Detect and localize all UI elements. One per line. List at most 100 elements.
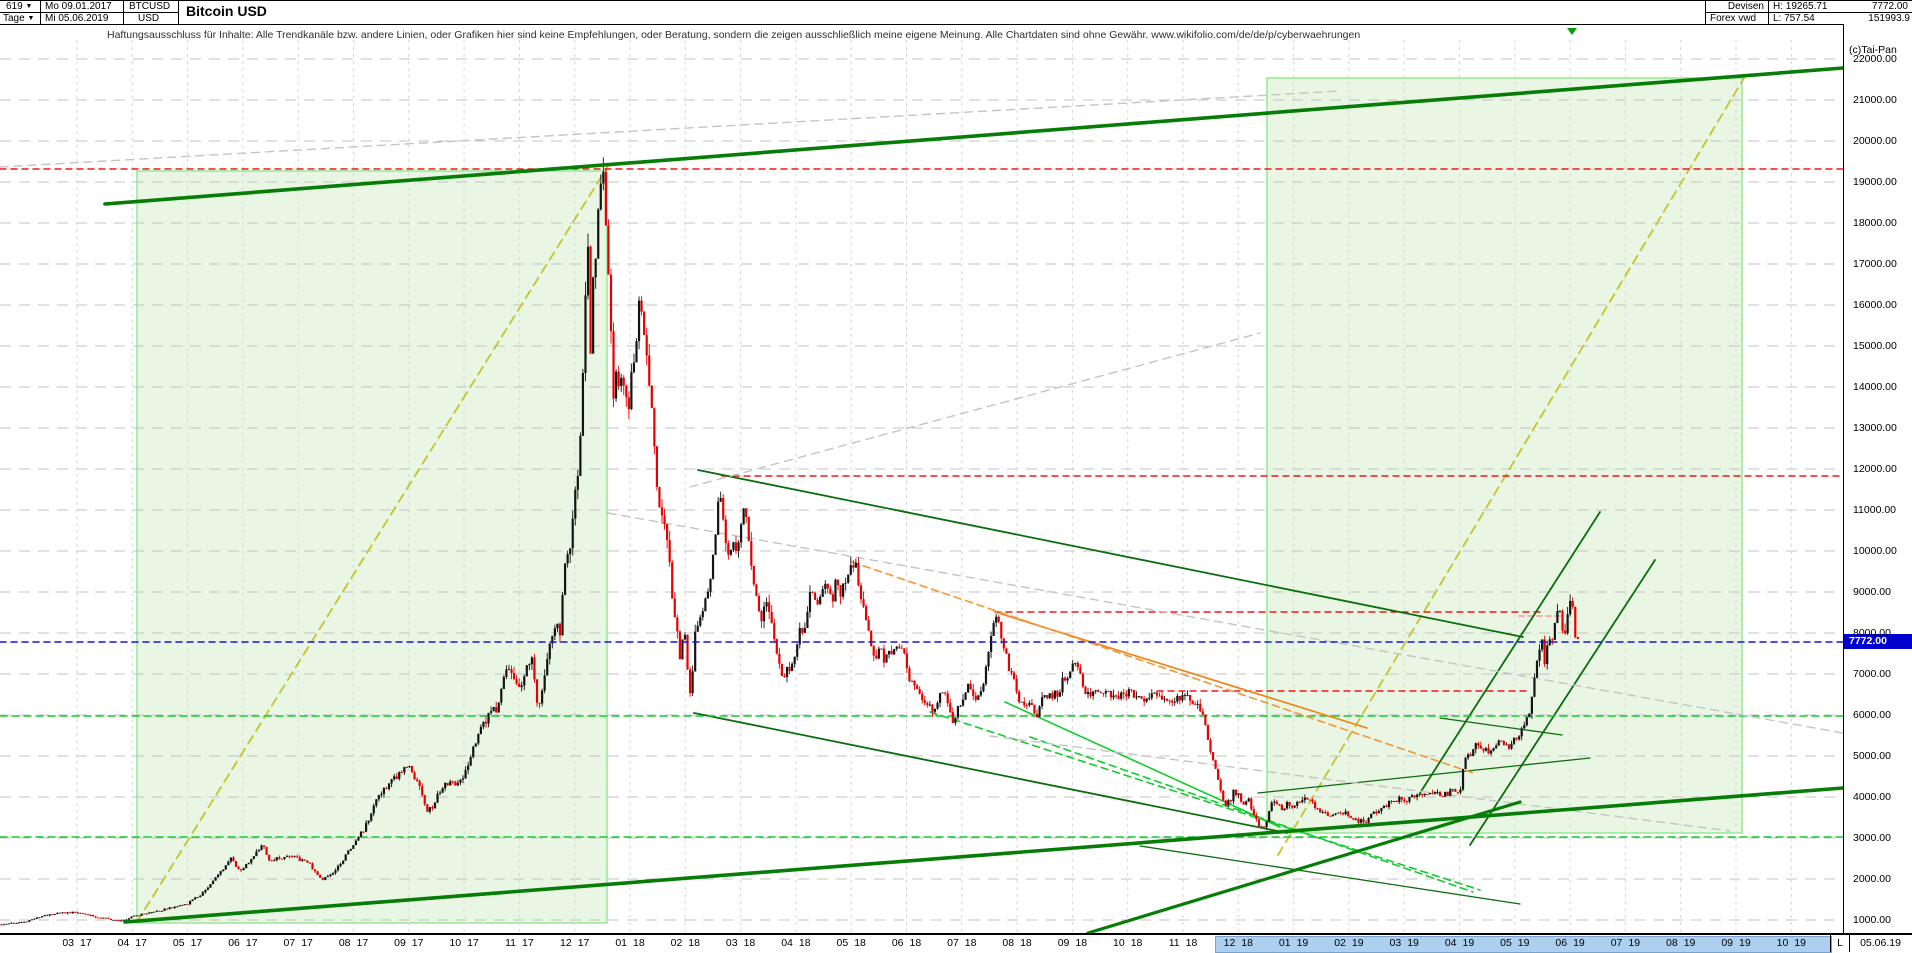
candle-body <box>1474 743 1477 750</box>
candle-body <box>69 912 72 914</box>
candle-body <box>1153 692 1156 694</box>
candle-body <box>1556 611 1559 623</box>
grid-group <box>0 40 1843 933</box>
period-low-label: L: 757.54 <box>1773 13 1815 24</box>
wedge-lower-line <box>693 712 1288 834</box>
candle-body <box>380 793 383 796</box>
candle-body <box>928 704 931 706</box>
price-tick-label: 8000.00 <box>1853 627 1891 639</box>
candle-body <box>515 679 518 684</box>
candle-body <box>438 792 442 794</box>
candle-body <box>839 585 842 597</box>
recovery-fan-dashed-2 <box>1029 736 1474 893</box>
candle-body <box>1464 757 1467 770</box>
month-tick-label: 01 18 <box>615 937 645 949</box>
candle-body <box>114 919 118 921</box>
candle-body <box>1551 639 1554 641</box>
candle-body <box>829 588 832 595</box>
candle-body <box>255 851 258 857</box>
candle-body <box>71 911 74 914</box>
candle-body <box>260 845 263 851</box>
candle-body <box>630 372 633 410</box>
candle-body <box>58 912 62 914</box>
month-tick-label: 10 19 <box>1776 937 1806 949</box>
candle-body <box>1321 812 1324 813</box>
candle-body <box>239 869 243 871</box>
candle-body <box>1209 739 1212 753</box>
candle-body <box>1079 667 1082 674</box>
month-tick-label: 03 19 <box>1389 937 1419 949</box>
projection-band <box>1266 77 1743 834</box>
candle-body <box>688 669 692 694</box>
candle-body <box>23 921 26 923</box>
candle-body <box>1099 691 1102 693</box>
candle-body <box>1563 630 1567 634</box>
candle-body <box>1558 610 1562 612</box>
candle-body <box>1002 638 1005 649</box>
candle-body <box>967 683 970 693</box>
candle-body <box>331 873 335 875</box>
candle-body <box>908 668 911 681</box>
bars-count-dropdown[interactable]: 619 ▼ <box>6 1 32 12</box>
candle-body <box>956 706 960 718</box>
candle-body <box>1143 698 1146 702</box>
month-tick-label: 07 17 <box>283 937 313 949</box>
candle-body <box>535 679 539 703</box>
month-tick-label: 09 19 <box>1721 937 1751 949</box>
candle-body <box>1428 792 1431 795</box>
plot-area[interactable] <box>0 40 1843 934</box>
candle-body <box>849 565 852 575</box>
candle-body <box>349 848 352 851</box>
candle-body <box>1311 799 1314 802</box>
candle-body <box>143 913 146 915</box>
candle-body <box>602 172 605 184</box>
candle-body <box>76 912 79 914</box>
candle-body <box>1081 673 1085 687</box>
price-tick-label: 4000.00 <box>1853 791 1891 803</box>
candle-body <box>1530 696 1533 714</box>
candle-body <box>273 860 276 862</box>
candle-body <box>1245 801 1248 805</box>
candle-body <box>921 693 924 701</box>
candle-body <box>995 616 998 623</box>
candle-body <box>1352 817 1355 820</box>
period-dropdown[interactable]: Tage ▼ <box>3 13 34 24</box>
candle-body <box>571 518 574 549</box>
candle-body <box>459 779 462 783</box>
candle-body <box>1326 812 1329 816</box>
candle-body <box>1520 728 1523 737</box>
candle-body <box>1403 799 1406 802</box>
candle-body <box>342 860 345 864</box>
candle-body <box>410 765 414 773</box>
candle-body <box>518 683 521 687</box>
candle-body <box>796 644 799 657</box>
candle-body <box>451 781 454 783</box>
candle-body <box>1449 789 1452 796</box>
candle-body <box>910 680 914 682</box>
candle-body <box>252 856 255 859</box>
candle-body <box>1112 695 1115 698</box>
candle-body <box>395 776 398 779</box>
candle-body <box>201 892 204 896</box>
candle-body <box>1219 779 1222 791</box>
candle-body <box>217 874 220 878</box>
candle-body <box>819 596 822 605</box>
candle-body <box>569 548 572 555</box>
thick-channel-group <box>0 66 1843 934</box>
candle-body <box>857 562 860 586</box>
candle-body <box>972 689 975 696</box>
candle-body <box>681 639 684 660</box>
candle-body <box>321 877 324 881</box>
candle-body <box>477 733 480 744</box>
candle-body <box>525 665 528 677</box>
candle-body <box>1395 801 1398 803</box>
candle-body <box>831 594 835 602</box>
candle-body <box>586 246 590 296</box>
candle-body <box>467 765 470 771</box>
candle-body <box>352 845 355 849</box>
candle-body <box>538 702 541 704</box>
candle-body <box>622 377 625 386</box>
candle-body <box>1005 648 1008 654</box>
candle-body <box>1502 740 1505 745</box>
